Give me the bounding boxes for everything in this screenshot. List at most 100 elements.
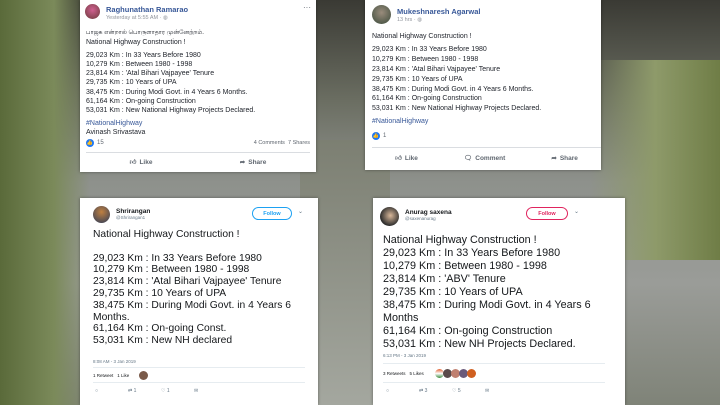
hashtag-link[interactable]: #NationalHighway — [372, 118, 429, 126]
tweet-line: National Highway Construction ! — [383, 234, 537, 246]
reactions[interactable]: 👍 15 — [86, 139, 104, 147]
retweet-count[interactable]: 3 Retweets — [383, 371, 406, 376]
reply-icon[interactable]: ○ — [386, 388, 390, 394]
post-line: 29,023 Km : In 33 Years Before 1980 — [86, 51, 201, 59]
post-line: National Highway Construction ! — [372, 33, 472, 40]
tweet-line: 23,814 Km : 'ABV' Tenure — [383, 273, 506, 285]
reactions[interactable]: 👍 1 — [372, 132, 386, 140]
tweet-line: 29,735 Km : 10 Years of UPA — [93, 287, 227, 299]
globe-icon: ◍ — [417, 17, 422, 23]
post-line: 29,023 Km : In 33 Years Before 1980 — [372, 45, 487, 53]
post-line: 23,814 Km : 'Atal Bihari Vajpayee' Tenur… — [372, 65, 501, 73]
signature: Avinash Srivastava — [86, 128, 146, 136]
author-name[interactable]: Shrirangan — [116, 208, 151, 215]
tweet-shrirangan: Shrirangan @Shrirangan1 Follow ⌄ Nationa… — [80, 198, 318, 405]
tweet-line: 61,164 Km : On-going Const. — [93, 323, 227, 335]
comment-bubble-icon: 🗨︎ — [464, 155, 473, 162]
tweet-anurag-saxena: Anurag saxena @saxenanurag Follow ⌄ Nati… — [373, 198, 625, 405]
comments-count[interactable]: 4 Comments — [253, 140, 285, 146]
post-line: 53,031 Km : New National Highway Project… — [86, 107, 256, 115]
liker-avatar[interactable] — [139, 371, 149, 380]
divider — [93, 367, 305, 368]
chevron-down-icon[interactable]: ⌄ — [298, 209, 304, 215]
post-line: 10,279 Km : Between 1980 - 1998 — [372, 55, 479, 63]
author-handle[interactable]: @Shrirangan1 — [116, 215, 146, 220]
tweet-line: 53,031 Km : New NH declared — [93, 335, 233, 347]
liker-avatar[interactable] — [458, 369, 468, 378]
follow-button[interactable]: Follow — [252, 207, 292, 220]
globe-icon: ◍ — [162, 15, 168, 21]
liker-avatar[interactable] — [434, 369, 444, 378]
thumbs-up-icon: 👍︎ — [395, 155, 402, 162]
like-count[interactable]: 1 Like — [117, 373, 130, 378]
author-name[interactable]: Anurag saxena — [405, 209, 452, 216]
like-button[interactable]: ♡ 5 — [452, 388, 461, 394]
chevron-down-icon[interactable]: ⌄ — [574, 209, 580, 215]
tweet-line: 10,279 Km : Between 1980 - 1998 — [93, 264, 250, 276]
reply-icon[interactable]: ○ — [95, 388, 99, 394]
avatar[interactable] — [85, 4, 100, 19]
comment-button[interactable]: 🗨︎ Comment — [464, 154, 506, 163]
thumbs-up-icon: 👍︎ — [129, 159, 137, 166]
more-options-icon[interactable]: ··· — [303, 3, 311, 12]
like-button[interactable]: ♡ 1 — [161, 388, 170, 394]
tweet-line: 29,735 Km : 10 Years of UPA — [383, 286, 523, 298]
like-reaction-icon: 👍 — [86, 139, 94, 147]
post-line: 61,164 Km : On-going Construction — [372, 95, 482, 103]
author-handle[interactable]: @saxenanurag — [405, 216, 436, 221]
tweet-timestamp[interactable]: 6:13 PM - 3 Jan 2019 — [383, 353, 427, 358]
post-line: 23,814 Km : 'Atal Bihari Vajpayee' Tenur… — [86, 70, 215, 78]
post-line: 29,735 Km : 10 Years of UPA — [86, 79, 177, 87]
retweet-count[interactable]: 1 Retweet — [93, 373, 114, 378]
share-arrow-icon: ➦ — [551, 155, 557, 162]
tweet-line: 61,164 Km : On-going Construction — [383, 325, 553, 337]
post-line: National Highway Construction ! — [86, 39, 186, 47]
reaction-count: 1 — [383, 133, 387, 139]
share-arrow-icon: ➦ — [239, 159, 246, 166]
post-line: 29,735 Km : 10 Years of UPA — [372, 75, 463, 83]
tweet-line: 38,475 Km : During Modi Govt. in 4 Years… — [383, 299, 591, 311]
like-reaction-icon: 👍 — [372, 132, 380, 140]
share-button[interactable]: ➦ Share — [239, 158, 267, 167]
divider — [372, 147, 601, 148]
timestamp[interactable]: Yesterday at 5:55 AM — [106, 15, 159, 21]
tweet-line: Months. — [93, 311, 130, 323]
post-line: 53,031 Km : New National Highway Project… — [372, 105, 542, 113]
post-line: 38,475 Km : During Modi Govt. in 4 Years… — [86, 88, 248, 96]
retweet-button[interactable]: ⇄ 1 — [128, 388, 137, 394]
shares-count[interactable]: 7 Shares — [287, 140, 310, 146]
divider — [383, 363, 605, 364]
avatar[interactable] — [372, 5, 391, 24]
divider — [93, 382, 305, 383]
message-icon[interactable]: ✉ — [194, 388, 199, 394]
retweet-button[interactable]: ⇄ 3 — [419, 388, 428, 394]
author-name[interactable]: Raghunathan Ramarao — [106, 5, 189, 14]
like-count[interactable]: 5 Likes — [409, 371, 424, 376]
liker-avatar[interactable] — [466, 369, 476, 378]
tweet-line: 29,023 Km : In 33 Years Before 1980 — [93, 252, 262, 264]
post-line: 61,164 Km : On-going Construction — [86, 98, 196, 106]
author-name[interactable]: Mukeshnaresh Agarwal — [397, 7, 481, 16]
avatar[interactable] — [380, 207, 399, 226]
liker-avatar[interactable] — [450, 369, 460, 378]
liker-avatar[interactable] — [442, 369, 452, 378]
reaction-count: 15 — [97, 140, 104, 146]
hashtag-link[interactable]: #NationalHighway — [86, 119, 143, 127]
timestamp[interactable]: 13 hrs — [397, 17, 413, 23]
share-button[interactable]: ➦ Share — [551, 154, 578, 163]
like-button[interactable]: 👍︎ Like — [129, 158, 153, 167]
facebook-post-mukeshnaresh: Mukeshnaresh Agarwal 13 hrs · ◍ National… — [365, 0, 601, 170]
facebook-post-raghunathan: Raghunathan Ramarao Yesterday at 5:55 AM… — [80, 0, 316, 172]
message-icon[interactable]: ✉ — [485, 388, 490, 394]
post-line: 10,279 Km : Between 1980 - 1998 — [86, 60, 193, 68]
avatar[interactable] — [93, 206, 110, 223]
follow-button[interactable]: Follow — [526, 207, 568, 220]
tweet-line: Months — [383, 312, 419, 324]
divider — [86, 152, 310, 153]
divider — [383, 382, 605, 383]
tweet-line: 38,475 Km : During Modi Govt. in 4 Years… — [93, 299, 292, 311]
like-button[interactable]: 👍︎ Like — [395, 154, 418, 163]
tweet-timestamp[interactable]: 8:08 AM - 3 Jan 2019 — [93, 359, 136, 364]
post-line: 38,475 Km : During Modi Govt. in 4 Years… — [372, 85, 534, 93]
tweet-line: National Highway Construction ! — [93, 229, 240, 240]
